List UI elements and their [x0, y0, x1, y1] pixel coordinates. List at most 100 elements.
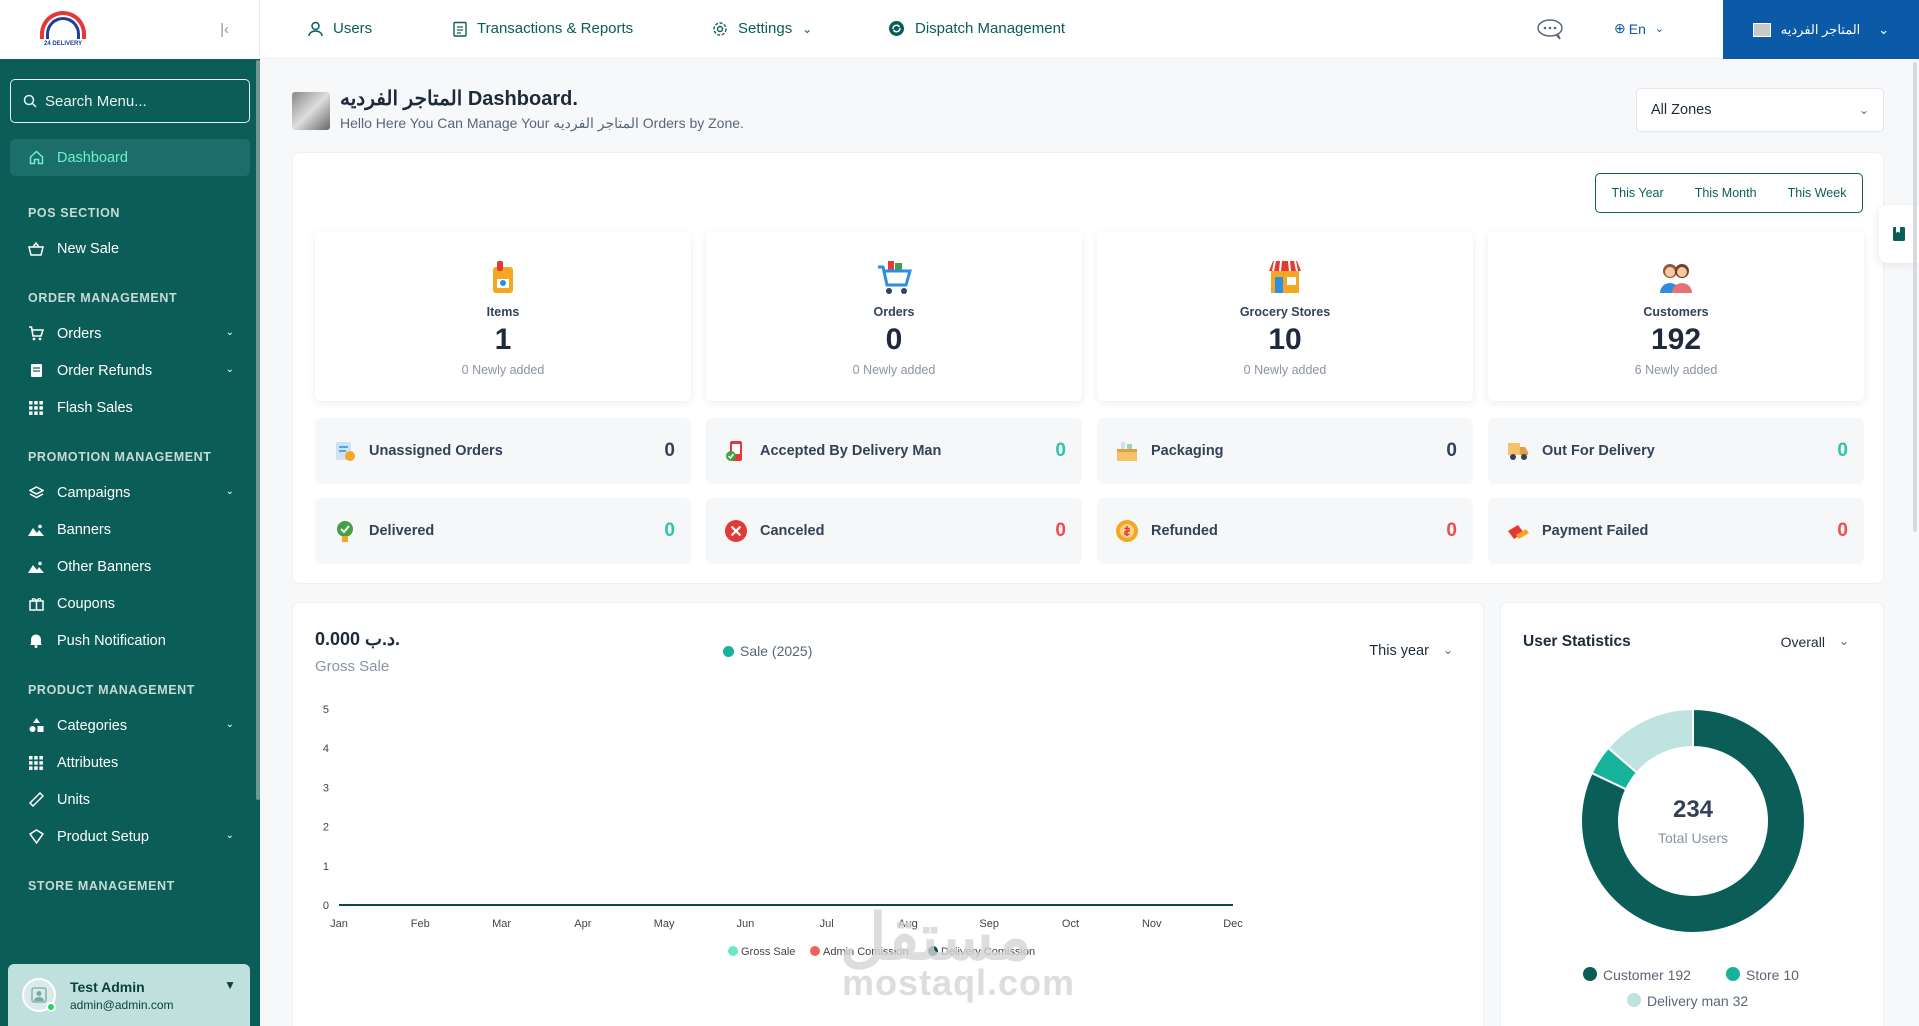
- stat-card-grocery-stores[interactable]: Grocery Stores 10 0 Newly added: [1097, 231, 1473, 401]
- brand-logo[interactable]: 24 DELIVERY: [34, 7, 92, 53]
- page-subtitle: Hello Here You Can Manage Your المتاجر ا…: [340, 115, 744, 131]
- caret-down-icon[interactable]: ▼: [224, 978, 236, 992]
- sidebar-item-push-notification[interactable]: Push Notification: [10, 622, 250, 659]
- delivery-truck-icon: [1508, 443, 1528, 460]
- status-label: Packaging: [1151, 443, 1224, 459]
- tab-this-week[interactable]: This Week: [1787, 186, 1847, 200]
- sidebar-item-new-sale[interactable]: New Sale: [10, 230, 250, 267]
- tab-this-year[interactable]: This Year: [1611, 186, 1664, 200]
- sidebar-item-label: Push Notification: [57, 632, 166, 649]
- stat-subtext: 0 Newly added: [461, 363, 545, 377]
- status-label: Delivered: [369, 523, 435, 539]
- sidebar-search[interactable]: [10, 79, 250, 123]
- chevron-down-icon: ⌄: [1654, 23, 1665, 35]
- status-value: 0: [1446, 440, 1457, 461]
- search-icon: [23, 94, 37, 108]
- section-title-product: PRODUCT MANAGEMENT: [28, 683, 196, 697]
- delivery-man-icon: [726, 441, 742, 461]
- sidebar-scrollbar[interactable]: [256, 60, 260, 800]
- total-users-label: Total Users: [1657, 830, 1729, 846]
- sidebar-item-coupons[interactable]: Coupons: [10, 585, 250, 622]
- sidebar-item-banners[interactable]: Banners: [10, 511, 250, 548]
- store-account-button[interactable]: المتاجر الفرديه ⌄: [1723, 0, 1919, 59]
- x-tick-label: Jan: [330, 918, 348, 930]
- stat-card-items[interactable]: Items 1 0 Newly added: [315, 231, 691, 401]
- side-panel-toggle[interactable]: [1879, 205, 1919, 263]
- legend-label: Delivery man 32: [1647, 993, 1749, 1009]
- page-scrollbar[interactable]: [1913, 62, 1917, 532]
- sales-period-select[interactable]: This year ⌄: [1369, 643, 1453, 659]
- sidebar-item-categories[interactable]: Categories ⌄: [10, 707, 250, 744]
- y-tick-label: 3: [323, 782, 329, 794]
- chevron-down-icon: ⌄: [225, 327, 234, 338]
- sidebar-item-attributes[interactable]: Attributes: [10, 744, 250, 781]
- x-tick-label: Jun: [736, 918, 754, 930]
- home-icon: [28, 150, 44, 166]
- status-card-accepted[interactable]: Accepted By Delivery Man 0: [706, 418, 1082, 484]
- user-icon: [308, 21, 323, 36]
- chevron-down-icon: ⌄: [225, 364, 234, 375]
- sales-legend: Sale (2025): [723, 643, 812, 659]
- legend-label: Gross Sale: [741, 946, 795, 958]
- zone-select-value: All Zones: [1651, 102, 1712, 118]
- stat-card-orders[interactable]: Orders 0 0 Newly added: [706, 231, 1082, 401]
- status-label: Refunded: [1151, 523, 1218, 539]
- sales-period-value: This year: [1369, 643, 1429, 659]
- y-tick-label: 5: [323, 704, 329, 716]
- donut-slice-delivery-man[interactable]: [1606, 707, 1694, 775]
- nav-settings[interactable]: Settings ⌄: [712, 20, 812, 37]
- status-card-unassigned[interactable]: Unassigned Orders 0: [315, 418, 691, 484]
- legend-store: Store 10: [1726, 967, 1799, 983]
- status-card-canceled[interactable]: Canceled 0: [706, 498, 1082, 564]
- stat-label: Grocery Stores: [1239, 305, 1331, 319]
- section-title-order: ORDER MANAGEMENT: [28, 291, 178, 305]
- sidebar-item-dashboard[interactable]: Dashboard: [10, 139, 250, 176]
- status-card-out-for-delivery[interactable]: Out For Delivery 0: [1488, 418, 1864, 484]
- sidebar-item-orders[interactable]: Orders ⌄: [10, 315, 250, 352]
- donut-slice-customer[interactable]: [1580, 707, 1806, 934]
- stat-value: 192: [1650, 323, 1702, 356]
- sidebar-item-label: Order Refunds: [57, 362, 153, 379]
- chevron-down-icon: ⌄: [1878, 21, 1890, 37]
- nav-users[interactable]: Users: [308, 20, 372, 37]
- tab-this-month[interactable]: This Month: [1694, 186, 1757, 200]
- collapse-sidebar-icon[interactable]: |‹: [220, 21, 229, 38]
- store-logo-thumb: [292, 92, 330, 130]
- x-tick-label: Sep: [979, 918, 999, 930]
- stat-subtext: 0 Newly added: [1243, 363, 1327, 377]
- sidebar-item-flash-sales[interactable]: Flash Sales: [10, 389, 250, 426]
- sidebar-item-product-setup[interactable]: Product Setup ⌄: [10, 818, 250, 855]
- customers-icon: [1656, 257, 1696, 297]
- stat-label: Orders: [873, 305, 915, 319]
- status-card-payment-failed[interactable]: Payment Failed 0: [1488, 498, 1864, 564]
- status-card-refunded[interactable]: Refunded 0: [1097, 498, 1473, 564]
- language-selector[interactable]: ⊕ En ⌄: [1614, 20, 1664, 37]
- nav-dispatch-management[interactable]: Dispatch Management: [888, 20, 1065, 37]
- dashboard-stats-panel: This Year This Month This Week Items 1 0…: [292, 152, 1884, 584]
- stat-card-customers[interactable]: Customers 192 6 Newly added: [1488, 231, 1864, 401]
- admin-name: Test Admin: [70, 978, 145, 995]
- grid-icon: [28, 400, 44, 416]
- status-card-delivered[interactable]: Delivered 0: [315, 498, 691, 564]
- store-icon: [1265, 257, 1305, 297]
- status-card-packaging[interactable]: Packaging 0: [1097, 418, 1473, 484]
- nav-transactions-reports[interactable]: Transactions & Reports: [453, 20, 633, 37]
- gift-icon: [28, 596, 44, 612]
- x-tick-label: Feb: [411, 918, 430, 930]
- gross-sale-label: Gross Sale: [315, 658, 390, 675]
- user-stats-filter[interactable]: Overall ⌄: [1781, 634, 1849, 650]
- search-input[interactable]: [45, 92, 235, 110]
- sidebar-item-campaigns[interactable]: Campaigns ⌄: [10, 474, 250, 511]
- logo-bar: 24 DELIVERY |‹: [0, 0, 260, 59]
- sidebar-item-label: Product Setup: [57, 828, 149, 845]
- y-tick-label: 0: [323, 900, 329, 912]
- chat-icon[interactable]: [1536, 18, 1564, 45]
- store-name: المتاجر الفرديه: [1780, 21, 1861, 37]
- admin-email: admin@admin.com: [70, 997, 174, 1012]
- sidebar-item-units[interactable]: Units: [10, 781, 250, 818]
- sidebar-item-order-refunds[interactable]: Order Refunds ⌄: [10, 352, 250, 389]
- zone-select[interactable]: All Zones ⌄: [1636, 88, 1884, 132]
- sidebar-item-label: Flash Sales: [57, 399, 133, 416]
- sidebar-item-other-banners[interactable]: Other Banners: [10, 548, 250, 585]
- admin-profile-card[interactable]: Test Admin admin@admin.com ▼: [8, 964, 250, 1026]
